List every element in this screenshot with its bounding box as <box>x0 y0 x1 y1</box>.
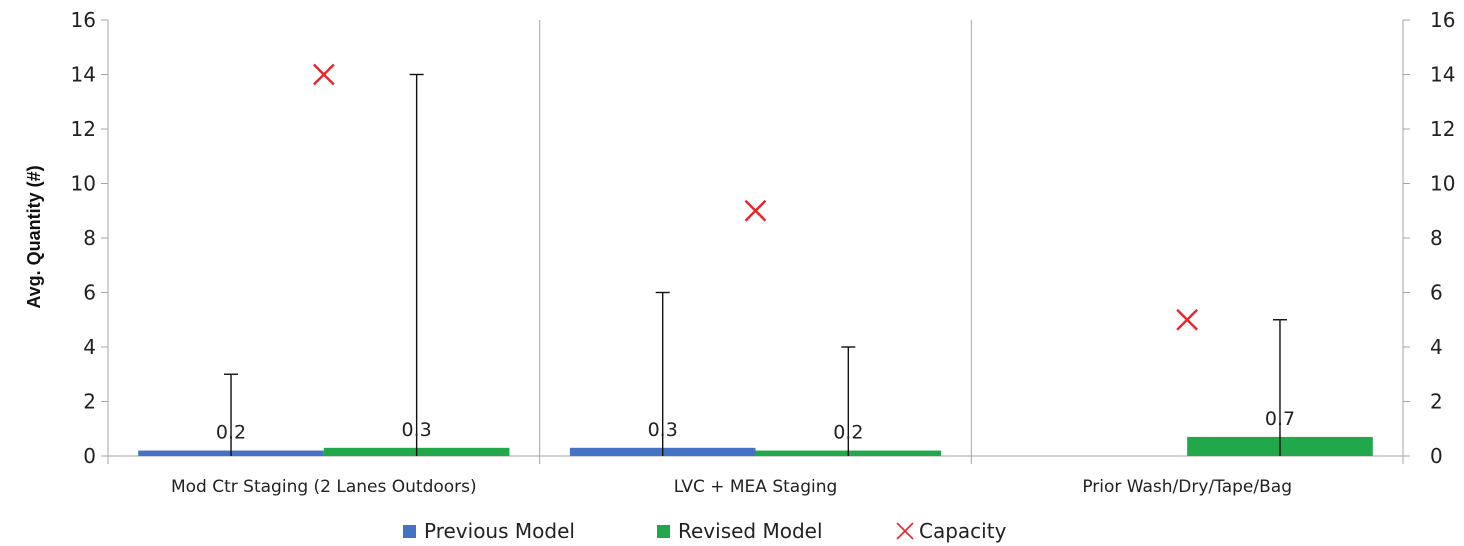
x-category-label: Mod Ctr Staging (2 Lanes Outdoors) <box>171 477 477 497</box>
secondary-y-tick-label: 14 <box>1430 63 1455 87</box>
legend-capacity-icon <box>896 522 914 540</box>
data-label: 0.2 <box>216 422 246 444</box>
x-category-label: LVC + MEA Staging <box>674 477 838 497</box>
legend-label-revised-model: Revised Model <box>678 519 823 543</box>
legend-swatch-previous-model <box>403 525 416 538</box>
legend: Previous Model Revised Model Capacity <box>403 519 1007 543</box>
y-tick-label: 0 <box>83 444 96 468</box>
legend-label-capacity: Capacity <box>919 519 1007 543</box>
data-label: 0.3 <box>648 419 678 441</box>
x-category-label: Prior Wash/Dry/Tape/Bag <box>1082 477 1292 497</box>
secondary-y-tick-label: 6 <box>1430 281 1443 305</box>
y-tick-label: 8 <box>83 226 96 250</box>
capacity-marker <box>312 63 335 86</box>
capacity-marker <box>744 199 767 222</box>
y-tick-label: 14 <box>71 63 96 87</box>
secondary-y-tick-label: 10 <box>1430 172 1455 196</box>
secondary-y-tick-label: 4 <box>1430 335 1443 359</box>
data-label: 0.7 <box>1265 408 1295 430</box>
data-labels: 0.2 0.3 0.3 0.2 0.7 <box>216 408 1295 444</box>
legend-capacity-marker <box>896 522 914 540</box>
error-bars <box>224 73 1287 456</box>
axes: 0 2 4 6 8 10 12 14 16 0 2 4 6 8 10 12 14 16 Mod Ctr Stagin… <box>71 8 1456 497</box>
secondary-y-tick-label: 12 <box>1430 117 1455 141</box>
legend-label-previous-model: Previous Model <box>424 519 575 543</box>
y-tick-label: 12 <box>71 117 96 141</box>
legend-swatch-revised-model <box>657 525 670 538</box>
y-axis-title: Avg. Quantity (#) <box>24 165 44 308</box>
capacity-marker-stroke <box>312 63 335 86</box>
secondary-y-tick-label: 2 <box>1430 390 1443 414</box>
data-label: 0.2 <box>833 422 863 444</box>
capacity-markers <box>312 63 1199 331</box>
secondary-y-tick-label: 0 <box>1430 444 1443 468</box>
data-label: 0.3 <box>402 419 432 441</box>
secondary-y-tick-label: 16 <box>1430 8 1455 32</box>
y-tick-label: 6 <box>83 281 96 305</box>
secondary-y-tick-label: 8 <box>1430 226 1443 250</box>
bars <box>138 436 1373 456</box>
capacity-marker-stroke <box>1176 308 1199 331</box>
y-tick-label: 2 <box>83 390 96 414</box>
y-tick-label: 4 <box>83 335 96 359</box>
y-tick-label: 10 <box>71 172 96 196</box>
y-tick-label: 16 <box>71 8 96 32</box>
capacity-marker-stroke <box>744 199 767 222</box>
capacity-marker <box>1176 308 1199 331</box>
capacity-marker-stroke <box>896 522 914 540</box>
